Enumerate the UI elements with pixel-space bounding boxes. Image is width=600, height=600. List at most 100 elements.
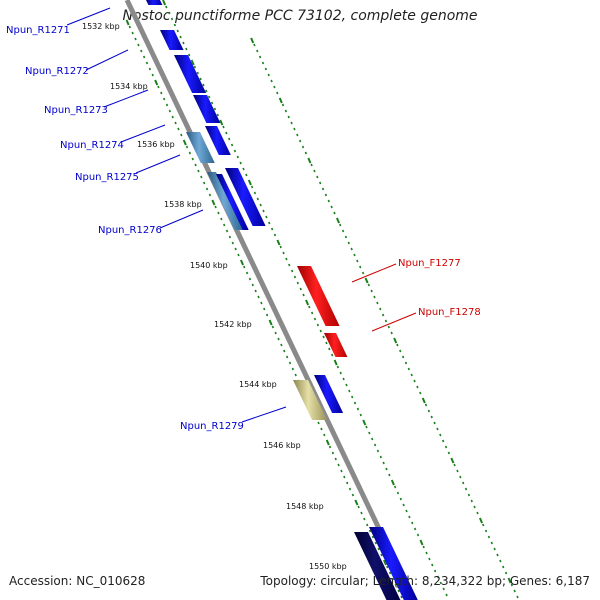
- forward-tick: [430, 415, 433, 419]
- middle-tick: [167, 11, 171, 15]
- forward-tick: [502, 565, 505, 569]
- gene-npun-r1273[interactable]: [193, 95, 221, 123]
- reverse-tick: [197, 169, 200, 173]
- gene-label-npun-f1277[interactable]: Npun_F1277: [398, 258, 461, 269]
- reverse-tick: [394, 583, 397, 587]
- reverse-tick: [174, 121, 177, 125]
- middle-tick: [196, 71, 199, 75]
- middle-tick: [348, 389, 351, 393]
- gene-navy[interactable]: [354, 532, 401, 600]
- reverse-tick: [366, 523, 369, 527]
- middle-tick: [296, 281, 300, 285]
- middle-tick: [247, 179, 252, 186]
- reverse-tick: [188, 151, 192, 155]
- forward-tick: [350, 247, 353, 251]
- forward-tick: [333, 211, 336, 215]
- gene-npun-r1276a[interactable]: [216, 174, 249, 230]
- forward-tick: [450, 457, 455, 464]
- forward-tick: [401, 355, 405, 359]
- forward-tick: [273, 85, 276, 89]
- middle-tick: [339, 371, 342, 375]
- reverse-tick: [331, 451, 335, 455]
- middle-tick: [288, 263, 291, 267]
- kbp-label: 1546 kbp: [263, 441, 301, 450]
- gene-label-npun-r1274[interactable]: Npun_R1274: [60, 140, 124, 151]
- gene-label-npun-r1273[interactable]: Npun_R1273: [44, 105, 108, 116]
- reverse-tick: [148, 67, 152, 71]
- forward-tick: [490, 541, 493, 545]
- middle-tick: [373, 443, 377, 447]
- reverse-tick: [280, 343, 283, 347]
- gene-npun-r1271[interactable]: [146, 0, 163, 5]
- gene-label-npun-f1278[interactable]: Npun_F1278: [418, 307, 481, 318]
- middle-tick: [290, 269, 294, 273]
- reverse-tick: [254, 289, 257, 293]
- middle-tick: [216, 113, 219, 117]
- gene-label-npun-r1275[interactable]: Npun_R1275: [75, 172, 139, 183]
- reverse-tick: [260, 301, 263, 305]
- middle-tick: [399, 497, 402, 501]
- gene-npun-r1274[interactable]: [186, 132, 215, 163]
- gene-npun-f1277[interactable]: [297, 266, 340, 326]
- gene-npun-r1275[interactable]: [207, 172, 244, 230]
- reverse-tick: [374, 541, 377, 545]
- middle-tick: [228, 137, 231, 141]
- forward-tick: [513, 589, 516, 593]
- forward-tick: [464, 487, 468, 491]
- middle-tick: [279, 245, 282, 249]
- map-title: Nostoc punctiforme PCC 73102, complete g…: [122, 8, 478, 24]
- middle-tick: [356, 407, 360, 411]
- forward-tick: [278, 97, 283, 104]
- gene-npun-r1274a[interactable]: [205, 126, 231, 155]
- reverse-tick: [200, 175, 203, 179]
- forward-tick: [484, 529, 488, 533]
- forward-tick: [301, 145, 305, 149]
- middle-tick: [396, 491, 400, 495]
- forward-tick: [367, 283, 370, 287]
- middle-tick: [316, 323, 320, 327]
- kbp-label: 1534 kbp: [110, 82, 148, 91]
- gene-npun-r1279a[interactable]: [314, 375, 344, 413]
- gene-npun-r1272[interactable]: [174, 55, 207, 93]
- forward-tick: [258, 55, 262, 59]
- reverse-tick: [211, 199, 216, 206]
- middle-tick: [239, 161, 242, 165]
- middle-tick: [408, 515, 411, 519]
- kbp-label: 1540 kbp: [190, 261, 228, 270]
- middle-tick: [328, 347, 331, 351]
- gene-label-npun-r1276[interactable]: Npun_R1276: [98, 225, 162, 236]
- gene-blue-bottom[interactable]: [369, 527, 418, 600]
- middle-tick: [265, 215, 268, 219]
- forward-tick: [290, 121, 293, 125]
- reverse-tick: [145, 61, 149, 65]
- reverse-tick: [243, 265, 246, 269]
- middle-tick: [182, 41, 185, 45]
- middle-tick: [268, 221, 271, 225]
- middle-tick: [210, 101, 214, 105]
- middle-tick: [431, 563, 434, 567]
- middle-tick: [411, 521, 414, 525]
- gene-label-npun-r1272[interactable]: Npun_R1272: [25, 66, 89, 77]
- reverse-tick: [340, 469, 343, 473]
- middle-tick: [345, 383, 348, 387]
- forward-tick: [364, 277, 369, 284]
- forward-tick: [353, 253, 356, 257]
- forward-tick: [310, 163, 313, 167]
- reverse-tick: [285, 355, 289, 359]
- gene-npun-f1278[interactable]: [324, 333, 348, 357]
- middle-tick: [333, 359, 338, 366]
- middle-tick: [173, 23, 177, 27]
- middle-tick: [313, 317, 317, 321]
- forward-tick: [321, 187, 325, 191]
- forward-tick: [313, 169, 316, 173]
- forward-tick: [379, 307, 382, 311]
- forward-tick: [335, 217, 340, 224]
- forward-tick: [298, 139, 302, 143]
- forward-tick: [250, 37, 255, 44]
- middle-tick: [436, 575, 440, 579]
- gene-npun-r1276[interactable]: [225, 168, 266, 226]
- gene-label-npun-r1271[interactable]: Npun_R1271: [6, 25, 70, 36]
- gene-npun-r1279[interactable]: [293, 380, 328, 420]
- gene-label-npun-r1279[interactable]: Npun_R1279: [180, 421, 244, 432]
- gene-npun-r1271b[interactable]: [160, 30, 184, 50]
